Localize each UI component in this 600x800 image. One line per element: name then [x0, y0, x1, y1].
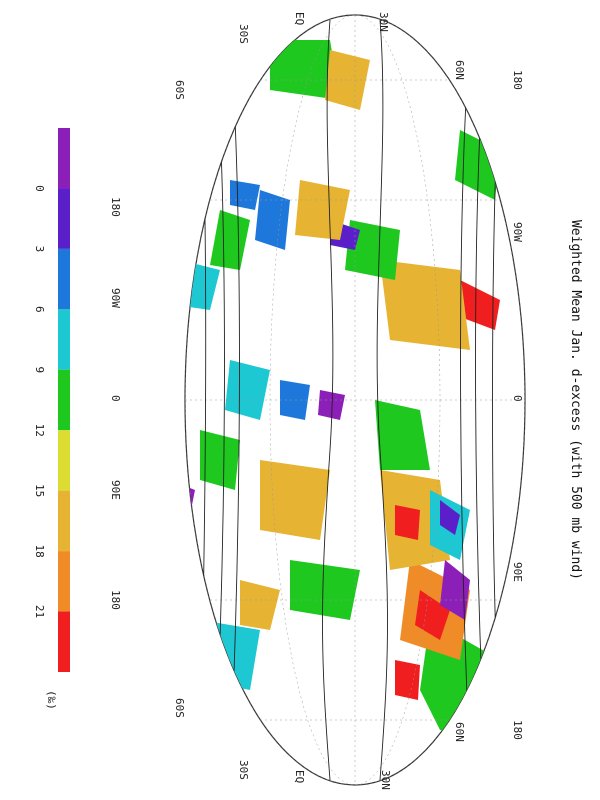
latitude-labels-left: 60S 30S EQ 30N 60N: [173, 12, 466, 100]
lat-label: 30N: [377, 12, 390, 32]
lon-label: 90W: [511, 222, 524, 242]
d-excess-field: [140, 40, 500, 740]
lat-label: EQ: [293, 770, 306, 783]
patch: [200, 620, 260, 690]
lat-label: EQ: [293, 12, 306, 25]
lon-label: 90W: [109, 288, 122, 308]
globe-map: 180 90W 0 90E 180 180 90W 0 90E 180 60S …: [109, 12, 526, 790]
patch: [260, 460, 330, 540]
lat-label: 30S: [237, 760, 250, 780]
lat-label: 60N: [453, 60, 466, 80]
colorbar-segments: [58, 128, 70, 672]
colorbar: 0 3 6 9 12 15 18 21 (‰): [33, 128, 70, 710]
patch: [290, 560, 360, 620]
lon-label: 90E: [109, 480, 122, 500]
colorbar-segment: [58, 128, 70, 189]
patch: [395, 505, 420, 540]
lon-label: 180: [109, 197, 122, 217]
colorbar-tick-label: 12: [33, 424, 46, 437]
lon-label: 90E: [511, 562, 524, 582]
colorbar-segment: [58, 611, 70, 672]
lat-label: 60S: [173, 698, 186, 718]
colorbar-tick-label: 18: [33, 544, 46, 557]
patch: [230, 180, 260, 210]
patch: [395, 660, 420, 700]
patch: [225, 360, 270, 420]
lon-label: 180: [511, 70, 524, 90]
patch: [455, 280, 500, 330]
map-title: Weighted Mean Jan. d-excess (with 500 mb…: [568, 220, 583, 580]
colorbar-segment: [58, 551, 70, 612]
patch: [240, 580, 280, 630]
colorbar-segment: [58, 430, 70, 491]
patch: [415, 590, 450, 640]
lat-label: 60N: [453, 722, 466, 742]
colorbar-tick-label: 21: [33, 605, 46, 618]
patch: [210, 210, 250, 270]
colorbar-segment: [58, 369, 70, 431]
patch: [295, 180, 350, 240]
colorbar-tick-label: 3: [33, 246, 46, 253]
colorbar-ticks: 0 3 6 9 12 15 18 21: [33, 185, 46, 618]
lat-label: 30S: [237, 24, 250, 44]
graticule: [185, 15, 525, 785]
lon-label: 0: [109, 395, 122, 402]
latitude-labels-right: 60N 30N EQ 30S 60S: [173, 698, 466, 790]
colorbar-tick-label: 0: [33, 185, 46, 192]
patch: [200, 430, 240, 490]
lon-label: 0: [511, 395, 524, 402]
colorbar-unit: (‰): [45, 690, 58, 710]
lat-label: 30N: [379, 770, 392, 790]
colorbar-segment: [58, 248, 70, 310]
patch: [440, 500, 460, 535]
longitude-labels-bottom: 180 90W 0 90E 180: [109, 197, 122, 610]
colorbar-tick-label: 6: [33, 306, 46, 313]
patch: [255, 190, 290, 250]
colorbar-segment: [58, 490, 70, 552]
patch: [270, 40, 340, 100]
lon-label: 180: [109, 590, 122, 610]
patch: [318, 390, 345, 420]
colorbar-tick-label: 15: [33, 484, 46, 497]
colorbar-segment: [58, 188, 70, 249]
patch: [140, 270, 180, 315]
patch: [440, 560, 470, 620]
longitude-labels-top: 180 90W 0 90E 180: [511, 70, 524, 740]
lat-label: 60S: [173, 80, 186, 100]
lon-label: 180: [511, 720, 524, 740]
colorbar-tick-label: 9: [33, 366, 46, 373]
patch: [325, 50, 370, 110]
patch: [380, 260, 470, 350]
patch: [375, 400, 430, 470]
colorbar-segment: [58, 309, 70, 370]
